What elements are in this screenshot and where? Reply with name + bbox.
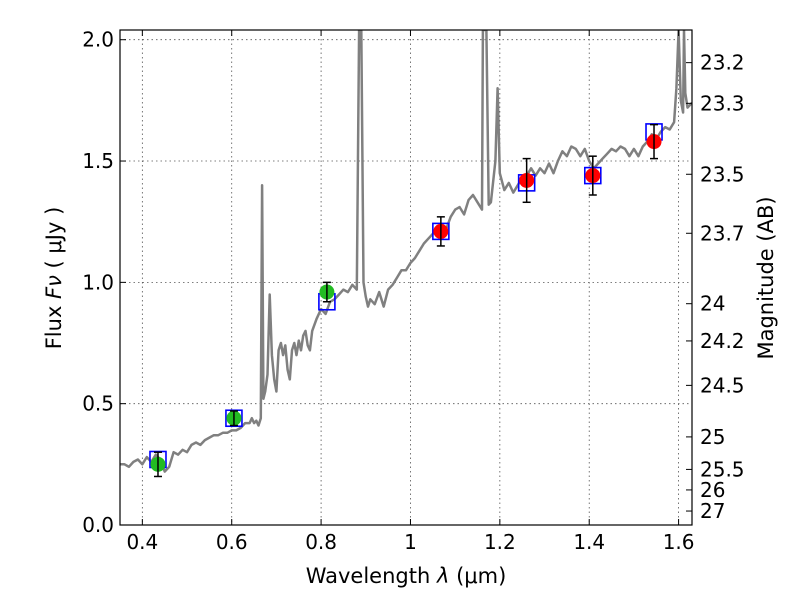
- mag-tick-label: 25.5: [700, 457, 745, 481]
- y-tick-label: 0.0: [82, 513, 114, 537]
- mag-tick-label: 24: [700, 292, 725, 316]
- x-tick-label: 0.8: [305, 530, 337, 554]
- x-tick-label: 1: [404, 530, 417, 554]
- x-axis-label: Wavelength λ (μm): [306, 564, 507, 588]
- plot-frame: [119, 29, 693, 526]
- plot-layer: [120, 30, 692, 478]
- y2-axis-label: Magnitude (AB): [754, 196, 778, 359]
- mag-tick-label: 23.3: [700, 91, 745, 115]
- mag-tick-label: 23.7: [700, 221, 745, 245]
- x-tick-label: 1.2: [484, 530, 516, 554]
- y-tick-label: 0.5: [82, 392, 114, 416]
- mag-tick-label: 24.5: [700, 373, 745, 397]
- x-tick-label: 0.6: [216, 530, 248, 554]
- spectrum-line: [120, 30, 692, 473]
- mag-tick-label: 23.2: [700, 51, 745, 75]
- tick-layer: 0.4 0.6 0.8 1 1.2 1.4 1.6 0.0 0.5 1.0 1.5 2.0 23.2 23…: [82, 28, 744, 554]
- x-tick-label: 0.4: [126, 530, 158, 554]
- mag-tick-label: 27: [700, 499, 725, 523]
- y-tick-label: 2.0: [82, 28, 114, 52]
- mag-tick-label: 26: [700, 478, 725, 502]
- y-axis-label: Flux Fν ( μJy ): [42, 207, 66, 350]
- y-tick-label: 1.0: [82, 270, 114, 294]
- grid-layer: [120, 30, 692, 526]
- mag-tick-label: 24.2: [700, 329, 745, 353]
- x-tick-label: 1.6: [663, 530, 695, 554]
- x-tick-label: 1.4: [573, 530, 605, 554]
- mag-tick-label: 23.5: [700, 162, 745, 186]
- mag-tick-label: 25: [700, 425, 725, 449]
- y-tick-label: 1.5: [82, 149, 114, 173]
